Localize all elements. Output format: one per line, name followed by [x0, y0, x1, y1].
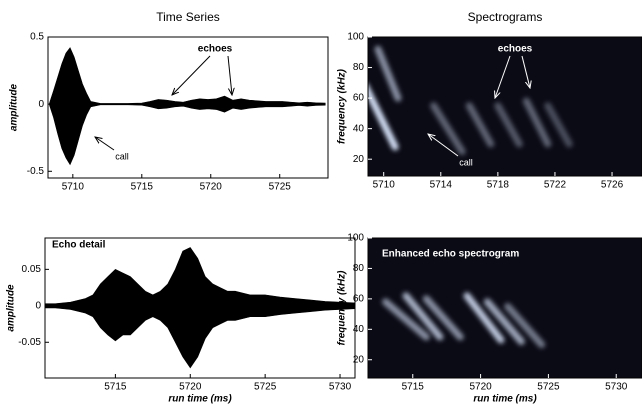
- annotation-arrow: [227, 55, 232, 95]
- annotation-arrow: [521, 55, 530, 88]
- x-tick-label: 5710: [373, 180, 396, 191]
- x-tick-label: 5730: [329, 382, 352, 393]
- spectral-streak: [463, 292, 505, 344]
- annotation: call: [459, 157, 473, 167]
- y-tick-label: 40: [353, 324, 365, 335]
- y-tick-label: 100: [347, 32, 364, 43]
- y-tick-label: 60: [353, 294, 365, 305]
- x-tick-label: 5725: [254, 382, 277, 393]
- spectral-streak: [430, 102, 466, 156]
- waveform-envelope: [45, 305, 355, 369]
- spectral-streak: [483, 298, 525, 345]
- y-tick-label: 0.5: [30, 32, 44, 43]
- annotation: echoes: [498, 44, 533, 55]
- plot-frame: [367, 237, 642, 379]
- x-tick-label: 5718: [487, 180, 510, 191]
- spectral-streak: [522, 97, 552, 148]
- y-tick-label: 100: [347, 233, 364, 244]
- y-axis-label: frequency (kHz): [337, 270, 348, 346]
- x-tick-label: 5714: [430, 180, 453, 191]
- y-tick-label: 80: [353, 62, 365, 73]
- spectral-streak: [465, 102, 495, 148]
- annotation-arrow: [495, 55, 511, 98]
- spectral-streak: [544, 102, 573, 148]
- annotation-arrow: [95, 137, 115, 151]
- spectral-streak: [368, 83, 399, 151]
- y-tick-label: 20: [353, 354, 365, 365]
- x-tick-label: 5720: [179, 382, 202, 393]
- annotation-arrow: [172, 55, 211, 95]
- x-tick-label: 5726: [601, 180, 624, 191]
- spectral-streak: [374, 45, 402, 102]
- y-tick-label: 60: [353, 93, 365, 104]
- annotation: echoes: [198, 44, 233, 55]
- x-tick-label: 5725: [269, 182, 292, 193]
- plot-content: [45, 247, 355, 369]
- annotation: call: [115, 151, 129, 161]
- panel-title: Time Series: [156, 10, 220, 24]
- spectral-streak: [382, 298, 430, 341]
- x-tick-label: 5715: [104, 382, 127, 393]
- waveform-envelope: [49, 103, 326, 166]
- spectral-streak: [402, 292, 444, 341]
- x-axis-label: run time (ms): [168, 394, 232, 405]
- plot-frame: [367, 36, 642, 177]
- x-axis-label: run time (ms): [473, 394, 537, 405]
- x-tick-label: 5722: [544, 180, 567, 191]
- y-axis-label: amplitude: [6, 284, 17, 332]
- waveform-envelope: [45, 247, 355, 307]
- x-tick-label: 5720: [469, 382, 492, 393]
- spectral-streak: [422, 295, 464, 341]
- x-tick-label: 5725: [537, 382, 560, 393]
- plot-frame: [47, 36, 329, 179]
- y-tick-label: 40: [353, 123, 365, 134]
- annotation: Echo detail: [52, 240, 106, 251]
- y-tick-label: 0.05: [22, 264, 42, 275]
- plot-content: [49, 47, 326, 166]
- plot-content: [382, 292, 546, 349]
- waveform-envelope: [49, 47, 326, 105]
- spectral-streak: [494, 102, 523, 148]
- panel-title: Spectrograms: [468, 10, 543, 24]
- plot-area: [368, 37, 642, 176]
- x-tick-label: 5730: [605, 382, 628, 393]
- y-tick-label: 20: [353, 154, 365, 165]
- annotation-arrow: [428, 134, 459, 157]
- annotation: Enhanced echo spectrogram: [382, 249, 519, 260]
- spectral-streak: [504, 302, 546, 349]
- y-axis-label: amplitude: [9, 83, 20, 131]
- y-tick-label: 0: [38, 99, 44, 110]
- y-tick-label: -0.05: [18, 337, 41, 348]
- x-tick-label: 5710: [62, 182, 85, 193]
- x-tick-label: 5720: [200, 182, 223, 193]
- y-tick-label: -0.5: [27, 166, 45, 177]
- y-axis-label: frequency (kHz): [337, 68, 348, 144]
- plot-frame: [44, 237, 356, 379]
- plot-content: [368, 45, 573, 156]
- y-tick-label: 0: [35, 300, 41, 311]
- x-tick-label: 5715: [131, 182, 154, 193]
- y-tick-label: 80: [353, 263, 365, 274]
- x-tick-label: 5715: [402, 382, 425, 393]
